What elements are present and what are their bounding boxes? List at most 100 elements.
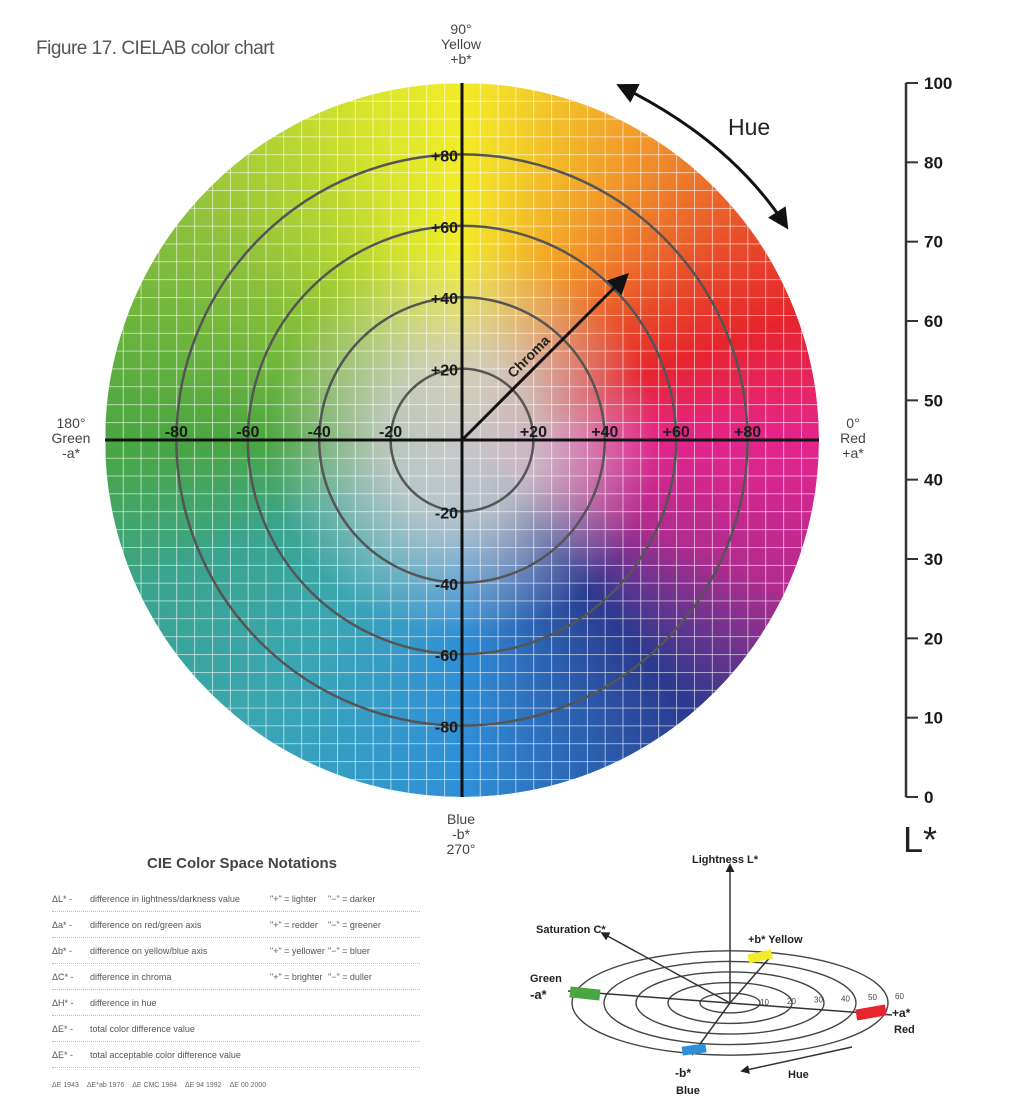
a-tick-label: +80 — [734, 424, 761, 441]
diagram-red-word: Red — [894, 1024, 915, 1036]
green-swatch — [569, 986, 601, 1001]
notation-symbol: ΔE* - — [52, 1049, 74, 1060]
notation-footer-item: ΔE CMC 1984 — [132, 1082, 177, 1089]
chroma-arrow — [460, 273, 629, 442]
notation-symbol: Δb* - — [52, 945, 73, 956]
notation-symbol: ΔC* - — [52, 971, 74, 982]
a-tick-label: -20 — [379, 424, 402, 441]
diagram-ring-tick: 40 — [841, 994, 850, 1003]
notation-description: difference in hue — [90, 997, 157, 1008]
notation-description: difference in chroma — [90, 971, 172, 982]
lightness-tick-label: 40 — [924, 471, 943, 490]
lightness-tick-label: 0 — [924, 788, 933, 807]
diagram-hue-label: Hue — [788, 1069, 809, 1081]
b-tick-label: -60 — [435, 648, 458, 665]
notation-negative: "−" = duller — [328, 971, 372, 982]
notation-description: total acceptable color difference value — [90, 1049, 241, 1060]
a-tick-label: +40 — [591, 424, 618, 441]
notation-description: difference in lightness/darkness value — [90, 893, 240, 904]
diagram-saturation-label: Saturation C* — [536, 924, 606, 936]
blue-swatch — [681, 1043, 707, 1056]
axis-caption-left: 180° Green -a* — [40, 416, 102, 461]
notation-symbol: ΔH* - — [52, 997, 74, 1008]
notation-description: difference on yellow/blue axis — [90, 945, 208, 956]
red-swatch — [855, 1004, 887, 1021]
notation-row: Δb* - difference on yellow/blue axis "+" =… — [52, 938, 420, 964]
a-tick-label: +60 — [663, 424, 690, 441]
lightness-label: L* — [903, 819, 937, 860]
notation-negative: "−" = darker — [328, 893, 376, 904]
diagram-yellow-label: +b* Yellow — [748, 934, 803, 946]
diagram-lightness-label: Lightness L* — [692, 854, 759, 866]
axis-right-sign: +a* — [842, 445, 864, 461]
lightness-tick-label: 10 — [924, 709, 943, 728]
axis-caption-right: 0° Red +a* — [822, 416, 884, 461]
diagram-green-word: Green — [530, 973, 562, 985]
a-tick-label: +20 — [520, 424, 547, 441]
diagram-ring-tick: 50 — [868, 993, 877, 1002]
notation-row: ΔH* - difference in hue — [52, 990, 420, 1016]
axis-left-angle: 180° — [56, 415, 86, 431]
b-tick-label: -20 — [435, 505, 458, 522]
a-tick-label: -60 — [236, 424, 259, 441]
diagram-ring-tick: 30 — [814, 996, 823, 1005]
notation-negative: "−" = greener — [328, 919, 381, 930]
notation-row: ΔE* - total acceptable color difference v… — [52, 1042, 420, 1068]
hue-label: Hue — [728, 114, 770, 140]
notations-title: CIE Color Space Notations — [146, 855, 338, 872]
b-tick-label: +80 — [431, 148, 458, 165]
axis-caption-top: 90° Yellow +b* — [426, 22, 496, 67]
axis-bottom-name: Blue — [446, 811, 476, 827]
notation-footer-item: ΔE*ab 1976 — [86, 1082, 125, 1089]
lightness-tick-label: 30 — [924, 550, 943, 569]
notation-symbol: ΔL* - — [52, 893, 73, 904]
diagram-green-sign: -a* — [530, 987, 548, 1002]
a-tick-label: -80 — [165, 424, 188, 441]
lightness-tick-label: 20 — [924, 629, 943, 648]
notation-footer-item: ΔE 94 1992 — [185, 1082, 222, 1089]
axis-right-name: Red — [840, 430, 866, 446]
axis-top-name: Yellow — [441, 36, 481, 52]
axis-left-sign: -a* — [62, 445, 80, 461]
notation-footer-item: ΔE 00 2000 — [229, 1082, 267, 1089]
diagram-ring-ticks: 10 20 30 40 50 60 — [760, 992, 904, 1007]
lightness-tick-label: 50 — [924, 391, 943, 410]
notation-footer-item: ΔE 1943 — [52, 1082, 79, 1089]
lightness-tick-label: 60 — [924, 312, 943, 331]
axis-bottom-sign: -b* — [452, 826, 470, 842]
notation-positive: "+" = redder — [270, 919, 318, 930]
notation-row: ΔL* - difference in lightness/darkness va… — [52, 886, 420, 912]
axis-top-angle: 90° — [450, 21, 472, 37]
lightness-tick-label: 70 — [924, 233, 943, 252]
diagram-blue-word: Blue — [676, 1085, 700, 1097]
axis-tick-labels: -80 -60 -40 -20 +20 +40 +60 +80 +80 +60 +40 +20 -20 -… — [165, 148, 761, 736]
axis-top-sign: +b* — [450, 51, 472, 67]
diagram-red-sign: +a* — [892, 1006, 911, 1020]
cielab-color-wheel: -80 -60 -40 -20 +20 +40 +60 +80 +80 +60 +40 +20 -20 -… — [105, 74, 952, 860]
a-tick-label: -40 — [308, 424, 331, 441]
diagram-ring-tick: 10 — [760, 998, 769, 1007]
axis-left-name: Green — [51, 430, 91, 446]
b-tick-label: -80 — [435, 720, 458, 737]
yellow-swatch — [747, 949, 773, 964]
lab-3d-diagram: 10 20 30 40 50 60 Lightness L* Saturation C* … — [530, 854, 915, 1097]
notation-positive: "+" = brighter — [270, 971, 323, 982]
notation-positive: "+" = lighter — [270, 893, 317, 904]
b-tick-label: +20 — [431, 363, 458, 380]
axis-caption-bottom: Blue -b* 270° — [426, 812, 496, 857]
b-tick-label: +60 — [431, 220, 458, 237]
notations-table: CIE Color Space Notations ΔL* - differenc… — [52, 855, 420, 1089]
diagram-ring-tick: 20 — [787, 997, 796, 1006]
lightness-tick-label: 100 — [924, 74, 952, 93]
notations-footer: ΔE 1943 ΔE*ab 1976 ΔE CMC 1984 ΔE 94 1992 ΔE… — [52, 1082, 420, 1089]
notation-row: Δa* - difference on red/green axis "+" = r… — [52, 912, 420, 938]
notation-description: difference on red/green axis — [90, 919, 202, 930]
notation-row: ΔE* - total color difference value — [52, 1016, 420, 1042]
axis-bottom-angle: 270° — [446, 841, 476, 857]
axis-right-angle: 0° — [846, 415, 860, 431]
b-tick-label: +40 — [431, 291, 458, 308]
notation-symbol: Δa* - — [52, 919, 73, 930]
notation-description: total color difference value — [90, 1023, 195, 1034]
lightness-tick-label: 80 — [924, 153, 943, 172]
